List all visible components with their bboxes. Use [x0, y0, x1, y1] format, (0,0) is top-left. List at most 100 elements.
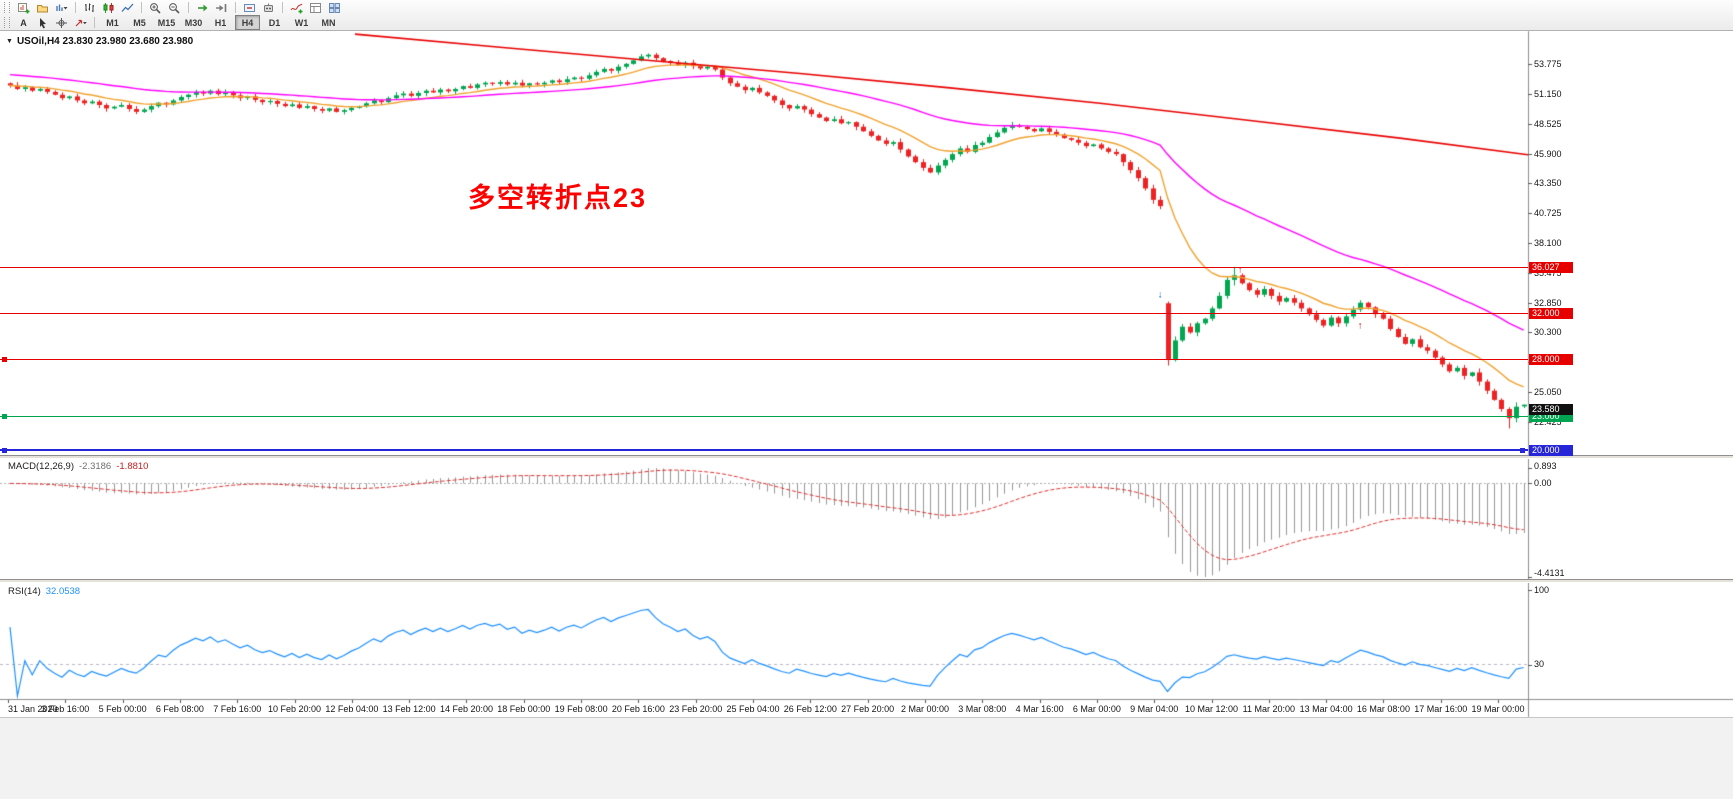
line-handle[interactable] — [2, 414, 7, 419]
macd-axis-max-label: 0.893 — [1534, 461, 1557, 471]
panel-splitter-rsi[interactable] — [0, 579, 1733, 583]
panel-splitter-macd[interactable] — [0, 455, 1733, 459]
chart-dropdown-icon — [55, 2, 68, 14]
timeframe-M30[interactable]: M30 — [184, 17, 203, 28]
hline-20000[interactable] — [0, 449, 1528, 451]
time-label: 9 Mar 04:00 — [1130, 704, 1179, 714]
time-label: 14 Feb 20:00 — [439, 704, 493, 714]
timeframe-M1[interactable]: M1 — [106, 17, 119, 28]
templates-button[interactable] — [306, 0, 325, 15]
arrow-marker[interactable]: ↑ — [1357, 320, 1363, 332]
timeframe-M15[interactable]: M15 — [157, 17, 176, 28]
toolbar-drag-handle[interactable] — [4, 2, 10, 13]
hline-36027[interactable] — [0, 267, 1528, 268]
chart-text-annotation[interactable]: 多空转折点23 — [468, 183, 648, 213]
time-label: 6 Feb 08:00 — [155, 704, 204, 714]
crosshair-tool-button[interactable] — [52, 15, 71, 30]
time-label: 13 Mar 04:00 — [1299, 704, 1353, 714]
time-label: 11 Mar 20:00 — [1242, 704, 1295, 714]
time-label: 2 Mar 00:00 — [900, 704, 949, 714]
timeframe-H1[interactable]: H1 — [214, 17, 227, 28]
chart-shift-button[interactable] — [212, 0, 231, 15]
hline-28000[interactable] — [0, 359, 1528, 360]
time-label: 5 Feb 00:00 — [98, 704, 147, 714]
text-tool-button[interactable]: A — [14, 15, 33, 30]
time-label: 19 Mar 00:00 — [1471, 704, 1525, 714]
tile-windows-icon — [328, 2, 341, 14]
price-axis-label: 32.850 — [1534, 298, 1562, 309]
rsi-level-label: 30 — [1534, 658, 1545, 669]
price-line-badge: 32.000 — [1529, 308, 1573, 319]
zoom-in-button[interactable] — [146, 0, 165, 15]
toolbar-drag-handle[interactable] — [4, 17, 10, 28]
price-line-badge: 23.000 — [1529, 411, 1573, 422]
time-label: 3 Feb 16:00 — [41, 704, 90, 714]
chart-profiles-button[interactable] — [33, 0, 52, 15]
chart-profiles-icon — [36, 2, 49, 14]
templates-icon — [309, 2, 322, 14]
toolbar: A M1 M5 M15 M30 H1 H4 D1 W1 MN — [0, 0, 1733, 31]
zoom-in-icon — [149, 2, 162, 14]
timeframe-M5[interactable]: M5 — [133, 17, 146, 28]
bar-chart-icon — [83, 2, 96, 14]
line-handle[interactable] — [1520, 448, 1525, 453]
window-bottom-area — [0, 717, 1733, 799]
line-handle[interactable] — [2, 357, 7, 362]
candlestick-chart-button[interactable] — [99, 0, 118, 15]
symbol-ohlc-text: USOil,H4 23.830 23.980 23.680 23.980 — [16, 36, 194, 47]
toolbar-row-timeframes: A M1 M5 M15 M30 H1 H4 D1 W1 MN — [0, 15, 1733, 30]
price-axis-label: 45.900 — [1534, 149, 1562, 160]
chart-dropdown-button[interactable] — [52, 0, 71, 15]
new-chart-button[interactable] — [14, 0, 33, 15]
hline-32000[interactable] — [0, 313, 1528, 314]
timeframe-W1[interactable]: W1 — [294, 17, 309, 28]
toolbar-row-icons — [0, 0, 1733, 15]
timeframe-MN[interactable]: MN — [321, 17, 336, 28]
timeframe-D1[interactable]: D1 — [268, 17, 281, 28]
cursor-tool-icon — [36, 17, 49, 29]
time-label: 25 Feb 04:00 — [726, 704, 780, 714]
time-label: 10 Mar 12:00 — [1184, 704, 1239, 714]
candlestick-chart-icon — [102, 2, 115, 14]
timeframe-H4[interactable]: H4 — [235, 15, 260, 30]
hline-23000[interactable] — [0, 416, 1528, 417]
time-label: 23 Feb 20:00 — [669, 704, 723, 714]
toolbar-separator — [188, 2, 189, 13]
macd-axis-zero-label: 0.00 — [1534, 478, 1552, 489]
macd-indicator-label: MACD(12,26,9) -2.3186 -1.8810 — [8, 461, 148, 472]
rsi-indicator-label: RSI(14) 32.0538 — [8, 586, 80, 597]
arrows-tool-button[interactable] — [71, 15, 90, 30]
chart-menu-icon[interactable]: ▼ — [6, 38, 13, 45]
bar-chart-button[interactable] — [80, 0, 99, 15]
auto-scroll-button[interactable] — [193, 0, 212, 15]
auto-scroll-icon — [196, 2, 209, 14]
rsi-value: 32.0538 — [45, 586, 81, 597]
arrow-marker[interactable]: ↓ — [1157, 289, 1163, 301]
chart-shift-icon — [215, 2, 228, 14]
line-handle[interactable] — [2, 448, 7, 453]
toolbar-separator — [235, 2, 236, 13]
price-axis-label: 35.475 — [1534, 268, 1562, 279]
new-order-icon — [243, 2, 256, 14]
zoom-out-button[interactable] — [165, 0, 184, 15]
macd-signal-value: -1.8810 — [116, 461, 149, 472]
time-label: 3 Mar 08:00 — [958, 704, 1007, 714]
arrow-marker[interactable]: ↑ — [1237, 264, 1243, 276]
arrows-tool-icon — [74, 17, 87, 29]
time-label: 6 Mar 00:00 — [1072, 704, 1121, 714]
price-axis-label: 43.350 — [1534, 178, 1562, 189]
indicators-button[interactable] — [287, 0, 306, 15]
new-order-button[interactable] — [240, 0, 259, 15]
cursor-tool-button[interactable] — [33, 15, 52, 30]
toolbar-separator — [141, 2, 142, 13]
zoom-out-icon — [168, 2, 181, 14]
tile-windows-button[interactable] — [325, 0, 344, 15]
toolbar-separator — [94, 17, 95, 28]
expert-advisors-button[interactable] — [259, 0, 278, 15]
indicators-icon — [290, 2, 303, 14]
time-label: 7 Feb 16:00 — [213, 704, 262, 714]
price-axis-label: 30.300 — [1534, 327, 1562, 338]
line-chart-button[interactable] — [118, 0, 137, 15]
time-label: 18 Feb 00:00 — [497, 704, 551, 714]
